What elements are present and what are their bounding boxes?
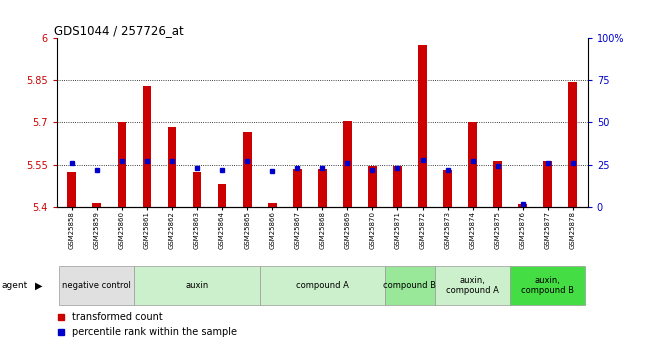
Bar — [343, 121, 352, 207]
Bar — [393, 166, 402, 207]
Bar — [67, 172, 76, 207]
Bar — [443, 170, 452, 207]
Bar — [510, 266, 585, 305]
Bar — [318, 169, 327, 207]
Bar — [59, 266, 134, 305]
Text: negative control: negative control — [62, 281, 132, 290]
Bar — [134, 266, 260, 305]
Bar — [192, 172, 202, 207]
Text: auxin,
compound B: auxin, compound B — [521, 276, 574, 295]
Bar — [385, 266, 435, 305]
Text: ▶: ▶ — [35, 280, 42, 290]
Bar — [543, 160, 552, 207]
Text: agent: agent — [1, 281, 27, 290]
Bar — [568, 82, 577, 207]
Bar — [268, 203, 277, 207]
Text: GDS1044 / 257726_at: GDS1044 / 257726_at — [54, 24, 184, 37]
Bar — [142, 86, 152, 207]
Bar — [368, 166, 377, 207]
Bar — [493, 160, 502, 207]
Bar — [435, 266, 510, 305]
Bar — [518, 204, 527, 207]
Bar — [118, 122, 126, 207]
Bar — [418, 45, 427, 207]
Bar — [293, 169, 302, 207]
Text: percentile rank within the sample: percentile rank within the sample — [71, 327, 236, 337]
Bar — [242, 132, 252, 207]
Bar — [260, 266, 385, 305]
Text: compound A: compound A — [296, 281, 349, 290]
Bar — [468, 122, 477, 207]
Text: transformed count: transformed count — [71, 312, 162, 322]
Bar — [92, 203, 102, 207]
Bar — [168, 127, 176, 207]
Text: auxin: auxin — [186, 281, 208, 290]
Text: auxin,
compound A: auxin, compound A — [446, 276, 499, 295]
Text: compound B: compound B — [383, 281, 436, 290]
Bar — [218, 185, 226, 207]
